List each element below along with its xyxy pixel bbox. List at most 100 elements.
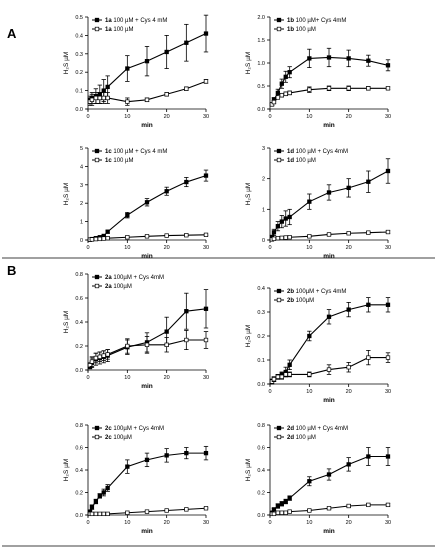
data-point xyxy=(326,314,332,319)
data-point xyxy=(203,31,209,36)
legend: 1a 100 µM + Cys 4 mM 1a 100 µM xyxy=(92,17,167,33)
legend-entry: 1c 100 µM + Cys 4 mM xyxy=(105,149,167,155)
x-tick-label: 30 xyxy=(203,375,209,381)
x-tick-label: 0 xyxy=(268,520,271,526)
series-1 xyxy=(269,349,391,385)
x-tick-label: 30 xyxy=(385,245,391,251)
panel-label-a: A xyxy=(7,26,17,41)
data-point xyxy=(164,189,169,194)
data-point xyxy=(89,97,95,102)
y-tick-label: 0.6 xyxy=(75,446,83,452)
data-point xyxy=(326,86,332,91)
legend-marker xyxy=(94,157,100,163)
data-point xyxy=(283,235,288,240)
series-1 xyxy=(269,85,391,107)
data-point xyxy=(287,495,292,501)
data-point xyxy=(346,503,351,509)
y-tick-label: 0.0 xyxy=(257,513,265,519)
data-point xyxy=(279,510,284,515)
data-point xyxy=(385,229,391,235)
data-point xyxy=(346,231,351,236)
data-point xyxy=(164,49,169,55)
y-tick-label: 4 xyxy=(80,164,83,170)
y-tick-label: 1 xyxy=(262,207,265,213)
y-tick-label: 0.2 xyxy=(75,70,83,76)
data-point xyxy=(164,508,169,513)
data-point xyxy=(164,329,169,334)
data-point xyxy=(346,185,351,191)
data-point xyxy=(366,230,371,235)
y-tick-label: 0.3 xyxy=(257,310,265,316)
data-point xyxy=(125,99,130,104)
y-tick-label: 2.0 xyxy=(257,15,265,21)
x-tick-label: 10 xyxy=(306,114,312,120)
data-point xyxy=(184,179,189,185)
y-axis-label: H₂S µM xyxy=(63,311,70,334)
data-point xyxy=(287,372,292,377)
x-tick-label: 10 xyxy=(306,520,312,526)
series-0 xyxy=(269,447,391,515)
y-tick-label: 5 xyxy=(80,146,83,152)
data-point xyxy=(184,233,189,238)
x-tick-label: 0 xyxy=(268,114,271,120)
data-point xyxy=(93,511,99,517)
legend: 2d 100 µM + Cys 4mM 2d 100 µM xyxy=(274,425,348,441)
data-point xyxy=(275,224,281,229)
data-point xyxy=(184,337,189,343)
data-point xyxy=(271,507,277,512)
data-point xyxy=(279,235,284,241)
data-point xyxy=(164,233,169,238)
data-point xyxy=(275,503,281,509)
legend-marker xyxy=(276,157,282,163)
x-tick-label: 30 xyxy=(203,520,209,526)
data-point xyxy=(271,99,277,105)
data-point xyxy=(105,236,110,241)
chart-1: 0.0 0.5 1.0 1.5 2.0 0 10 20 30 min H₂S µM 1b 100 µM… xyxy=(245,15,391,129)
data-point xyxy=(275,90,281,96)
data-point xyxy=(97,493,102,499)
data-point xyxy=(97,511,102,517)
data-point xyxy=(203,232,209,237)
data-point xyxy=(283,74,288,79)
data-point xyxy=(93,499,99,504)
data-point xyxy=(89,237,95,242)
y-axis-label: H₂S µM xyxy=(245,52,252,75)
y-tick-label: 0.8 xyxy=(257,423,265,429)
data-point xyxy=(144,97,150,102)
y-tick-label: 0.4 xyxy=(75,33,83,39)
data-point xyxy=(366,454,371,459)
data-point xyxy=(125,464,130,469)
x-axis-label: min xyxy=(141,253,153,260)
chart-4: 0.0 0.2 0.4 0.6 0.8 0 10 20 30 min H₂S µM 2a 100µM … xyxy=(63,272,209,390)
series-1 xyxy=(87,232,209,242)
y-tick-label: 0 xyxy=(262,238,265,244)
data-point xyxy=(101,88,106,93)
data-point xyxy=(346,365,351,370)
y-tick-label: 0.0 xyxy=(75,107,83,113)
y-tick-label: 0.0 xyxy=(257,107,265,113)
y-tick-label: 2 xyxy=(262,177,265,183)
data-point xyxy=(203,337,209,343)
data-point xyxy=(101,236,106,241)
legend-marker xyxy=(276,148,282,154)
data-point xyxy=(144,200,150,205)
legend: 2b 100µM + Cys 4mM 2b 100µM xyxy=(274,288,346,304)
y-tick-label: 1 xyxy=(80,220,83,226)
data-point xyxy=(346,462,351,467)
data-point xyxy=(326,232,332,237)
data-point xyxy=(307,333,312,339)
legend: 1c 100 µM + Cys 4 mM 1c 100 µM xyxy=(92,148,167,164)
series-1 xyxy=(87,506,209,517)
data-point xyxy=(346,86,351,91)
data-point xyxy=(125,343,130,349)
data-point xyxy=(275,510,281,515)
legend-entry: 1a 100 µM xyxy=(105,27,134,33)
data-point xyxy=(184,86,189,91)
data-point xyxy=(271,511,277,517)
data-point xyxy=(287,70,292,75)
chart-5: 0.0 0.1 0.2 0.3 0.4 0 10 20 30 min H₂S µM 2b 100µM … xyxy=(245,286,391,404)
x-tick-label: 20 xyxy=(346,389,352,395)
legend-entry: 1d 100 µM xyxy=(287,158,316,164)
legend: 1b 100 µM+ Cys 4mM 1b 100 µM xyxy=(274,17,346,33)
